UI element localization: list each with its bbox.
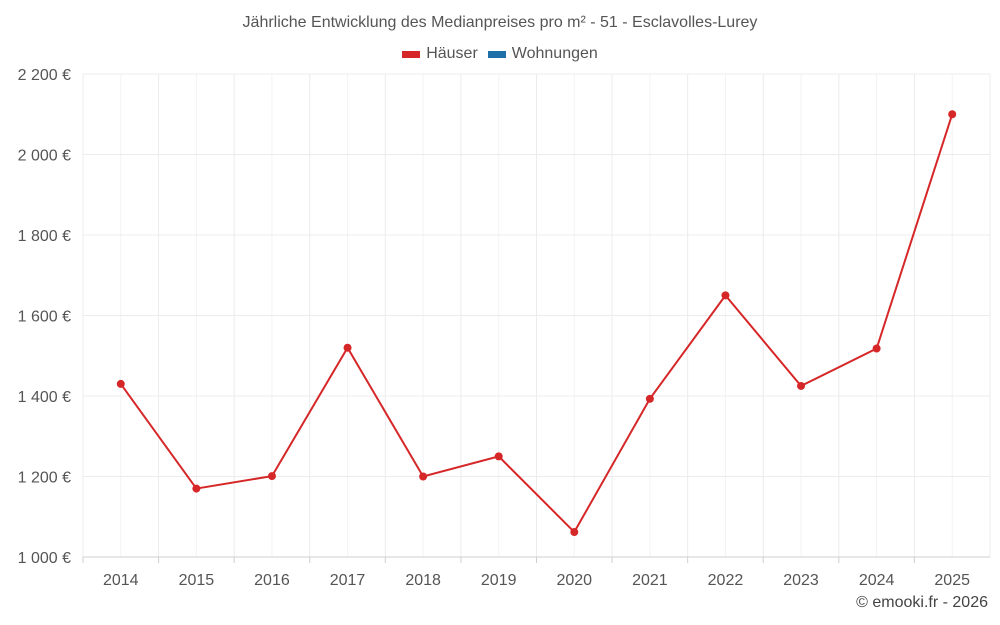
data-point <box>116 379 125 388</box>
y-tick-label: 1 000 € <box>18 550 71 567</box>
y-tick-label: 1 400 € <box>18 389 71 406</box>
legend-item-haeuser[interactable]: Häuser <box>402 45 478 63</box>
credit: © emooki.fr - 2026 <box>856 594 988 611</box>
x-tick-label: 2019 <box>481 572 517 589</box>
data-point <box>570 528 579 537</box>
data-point <box>419 472 428 481</box>
x-tick-label: 2014 <box>103 572 139 589</box>
x-tick-label: 2017 <box>330 572 366 589</box>
legend-swatch-haeuser <box>402 50 421 58</box>
y-tick-label: 1 200 € <box>18 470 71 487</box>
x-tick-label: 2025 <box>934 572 970 589</box>
legend: Häuser Wohnungen <box>0 45 1000 63</box>
data-point <box>721 291 730 300</box>
data-point <box>948 110 957 119</box>
x-tick-label: 2015 <box>179 572 215 589</box>
legend-label-haeuser: Häuser <box>426 45 478 62</box>
y-tick-label: 1 800 € <box>18 228 71 245</box>
x-tick-label: 2024 <box>859 572 895 589</box>
legend-label-wohnungen: Wohnungen <box>511 45 598 62</box>
x-tick-label: 2023 <box>783 572 819 589</box>
y-tick-label: 1 600 € <box>18 309 71 326</box>
data-point <box>494 452 503 461</box>
data-point <box>645 394 654 403</box>
data-point <box>797 381 806 390</box>
y-tick-label: 2 000 € <box>18 148 71 165</box>
legend-swatch-wohnungen <box>487 50 506 58</box>
data-point <box>267 472 276 481</box>
data-point <box>343 343 352 352</box>
data-point <box>872 344 881 353</box>
x-tick-label: 2016 <box>254 572 290 589</box>
series-line-0 <box>119 113 954 534</box>
legend-item-wohnungen[interactable]: Wohnungen <box>487 45 598 63</box>
x-tick-label: 2018 <box>405 572 441 589</box>
x-tick-label: 2022 <box>708 572 744 589</box>
chart-title: Jährliche Entwicklung des Medianpreises … <box>242 14 758 31</box>
x-tick-label: 2020 <box>556 572 592 589</box>
data-point <box>192 484 201 493</box>
x-tick-label: 2021 <box>632 572 668 589</box>
y-tick-label: 2 200 € <box>18 67 71 84</box>
